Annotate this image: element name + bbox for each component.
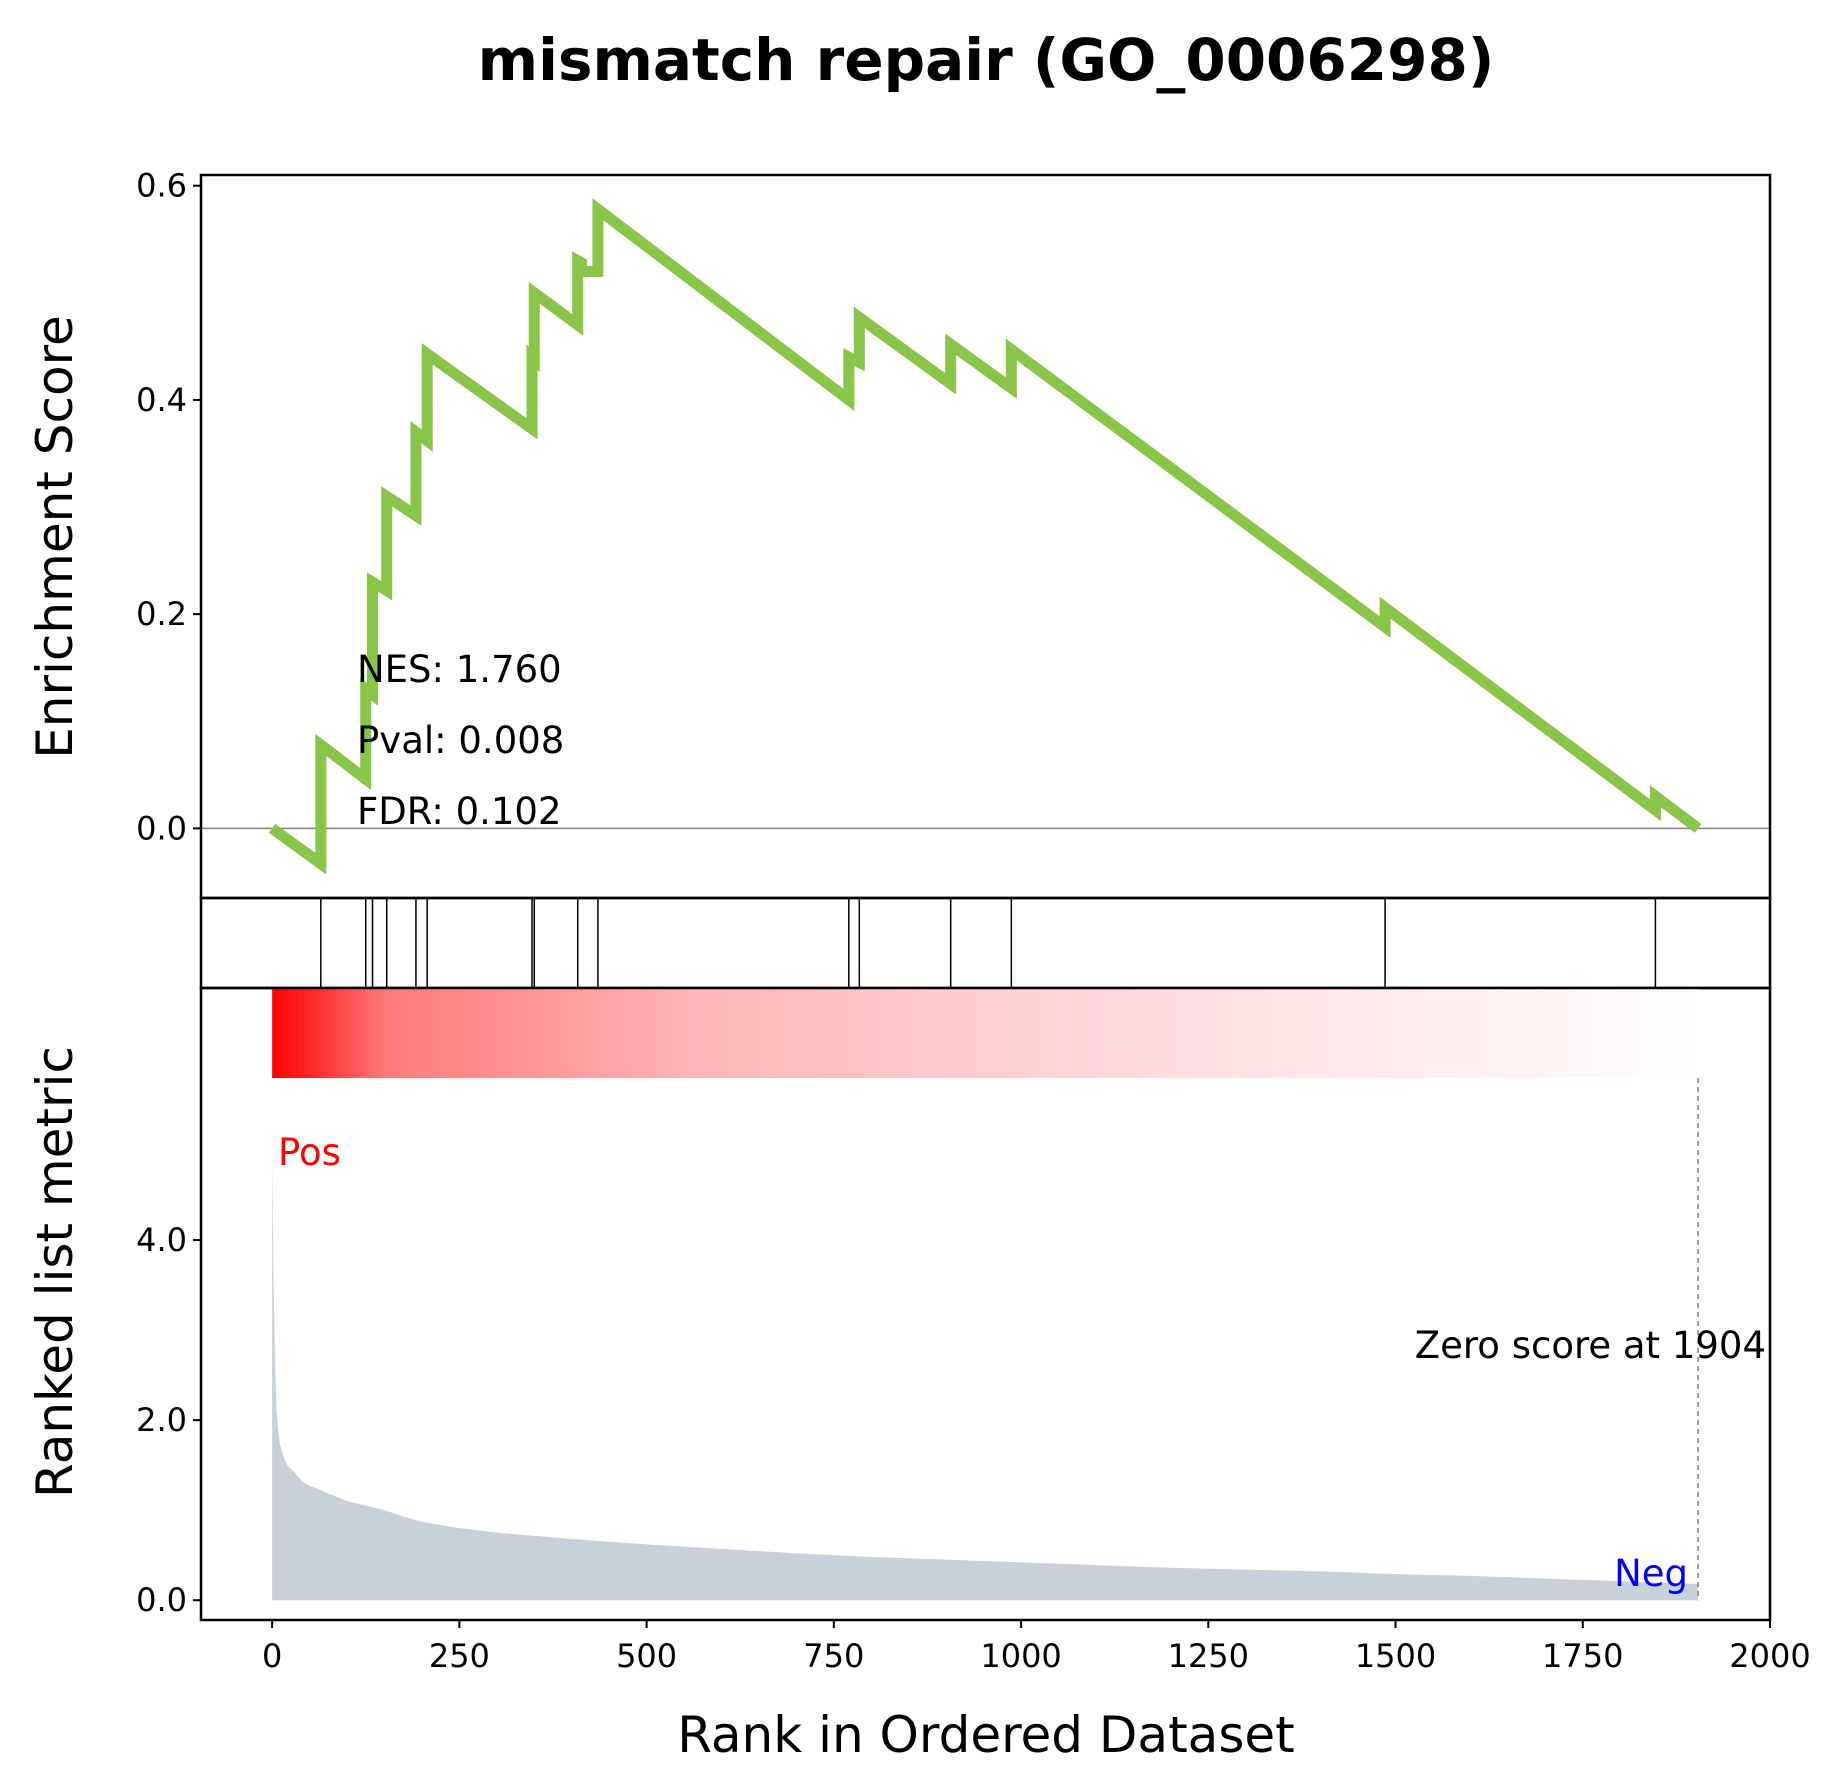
enrichment-score-line [268,198,1702,875]
nes-annotation: NES: 1.760 [357,648,562,691]
pval-annotation: Pval: 0.008 [357,719,564,762]
es-y-tick-label: 0.4 [136,381,187,419]
x-tick-label: 750 [803,1637,864,1675]
x-tick-label: 1500 [1355,1637,1436,1675]
x-tick-label: 1750 [1542,1637,1623,1675]
chart-title: mismatch repair (GO_0006298) [478,26,1495,94]
hits-panel [199,896,1772,990]
fdr-annotation: FDR: 0.102 [357,790,562,833]
hit-lines [320,898,1657,988]
pos-label: Pos [278,1131,341,1174]
rank-heatmap-bar [272,988,1699,1078]
x-axis-label: Rank in Ordered Dataset [677,1706,1294,1764]
ranked-metric-panel: 0.0 2.0 4.0 Pos Neg Zero score at 1904 [136,986,1772,1622]
es-y-axis-label: Enrichment Score [26,315,84,759]
hits-plot-frame [199,896,1772,990]
metric-plot-frame [199,986,1772,1622]
ranked-metric-area [272,1159,1699,1601]
metric-y-tick-label: 2.0 [136,1401,187,1439]
enrichment-score-panel: 0.0 0.2 0.4 0.6 NES: 1.760 Pval: 0.008 FDR:… [136,167,1772,900]
metric-y-axis-label: Ranked list metric [26,1046,84,1498]
es-y-axis: 0.0 0.2 0.4 0.6 [136,167,201,847]
metric-y-axis: 0.0 2.0 4.0 [136,1221,201,1619]
x-tick-label: 1000 [980,1637,1061,1675]
es-y-tick-label: 0.2 [136,595,187,633]
x-tick-label: 2000 [1729,1637,1810,1675]
es-y-tick-label: 0.6 [136,167,187,205]
es-y-tick-label: 0.0 [136,809,187,847]
x-axis: 0 250 500 750 1000 1250 1500 1750 2000 [262,1620,1811,1675]
metric-y-tick-label: 0.0 [136,1581,187,1619]
metric-y-tick-label: 4.0 [136,1221,187,1259]
x-tick-label: 1250 [1168,1637,1249,1675]
neg-label: Neg [1614,1552,1688,1595]
x-tick-label: 250 [429,1637,490,1675]
x-tick-label: 500 [616,1637,677,1675]
x-tick-label: 0 [262,1637,282,1675]
zero-score-label: Zero score at 1904 [1415,1324,1766,1367]
